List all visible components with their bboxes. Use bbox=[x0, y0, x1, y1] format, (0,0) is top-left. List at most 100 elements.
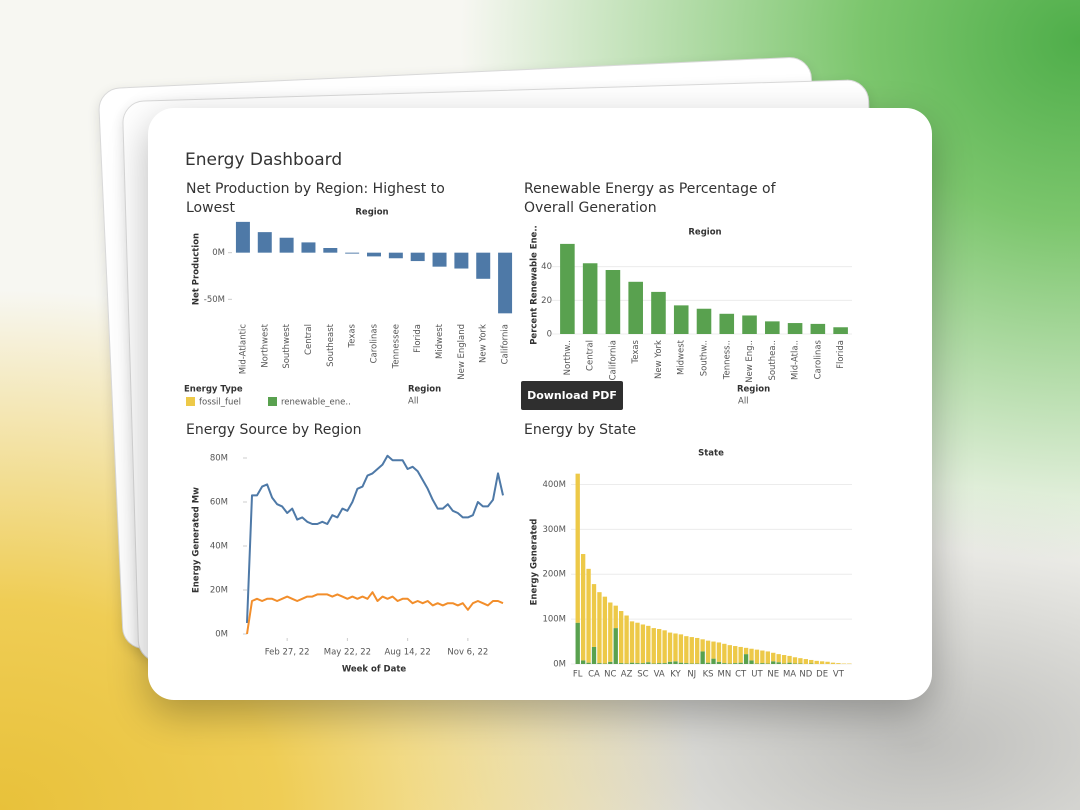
bar bbox=[696, 308, 712, 334]
bar-segment bbox=[689, 637, 694, 664]
x-tick-label: DE bbox=[816, 670, 828, 680]
chart-title: Energy Source by Region bbox=[186, 422, 362, 438]
x-tick-label: NE bbox=[767, 670, 779, 680]
x-tick-label: Mid-Atla.. bbox=[791, 340, 801, 380]
bar-segment bbox=[814, 660, 819, 664]
bar-segment bbox=[738, 646, 743, 663]
x-tick-label: CT bbox=[735, 670, 747, 680]
filter-value[interactable]: All bbox=[738, 397, 749, 407]
bar-segment bbox=[776, 654, 781, 663]
y-tick-label: 400M bbox=[542, 480, 566, 490]
y-tick-label: 0M bbox=[212, 248, 225, 258]
x-tick-label: Midwest bbox=[435, 323, 445, 359]
bar-segment bbox=[575, 473, 580, 623]
bar-segment bbox=[586, 662, 591, 664]
y-tick-label: 0M bbox=[215, 630, 228, 640]
x-tick-label: Florida bbox=[836, 340, 846, 369]
bar bbox=[628, 281, 643, 334]
bar-segment bbox=[711, 658, 716, 664]
y-tick-label: 80M bbox=[210, 454, 228, 464]
y-tick-label: 40 bbox=[541, 262, 552, 272]
y-tick-label: 0 bbox=[547, 330, 552, 340]
x-tick-label: May 22, 22 bbox=[324, 648, 371, 658]
bar bbox=[454, 252, 469, 269]
filter-value[interactable]: All bbox=[408, 397, 419, 407]
y-tick-label: 200M bbox=[542, 570, 566, 580]
bar-segment bbox=[830, 662, 836, 664]
x-tick-label: SC bbox=[637, 670, 648, 680]
x-tick-label: CA bbox=[588, 670, 600, 680]
bar-segment bbox=[667, 661, 673, 664]
x-tick-label: MN bbox=[718, 670, 732, 680]
bar-segment bbox=[754, 649, 760, 664]
bar-segment bbox=[705, 662, 711, 664]
bar-segment bbox=[640, 663, 646, 664]
x-tick-label: VA bbox=[654, 670, 665, 680]
x-tick-label: Central bbox=[586, 340, 596, 371]
x-axis-title: Week of Date bbox=[342, 665, 407, 675]
chart-title: Renewable Energy as Percentage of Overal… bbox=[524, 181, 776, 216]
download-button-label[interactable]: Download PDF bbox=[527, 389, 617, 402]
y-tick-label: 100M bbox=[542, 615, 566, 625]
bar-segment bbox=[597, 592, 602, 664]
bar-segment bbox=[836, 663, 841, 664]
bar-segment bbox=[629, 621, 635, 663]
x-tick-label: Northw.. bbox=[563, 340, 573, 375]
y-axis-title: Net Production bbox=[192, 233, 202, 305]
bar-segment bbox=[646, 625, 651, 663]
bar-segment bbox=[733, 646, 738, 664]
bar-segment bbox=[743, 647, 749, 655]
bar bbox=[367, 252, 381, 257]
download-button[interactable] bbox=[521, 381, 623, 410]
x-tick-label: Carolinas bbox=[370, 323, 380, 363]
x-tick-label: Aug 14, 22 bbox=[384, 648, 430, 658]
x-tick-label: Mid-Atlantic bbox=[238, 324, 248, 375]
bar-segment bbox=[792, 657, 798, 664]
bar-segment bbox=[771, 652, 776, 662]
bar bbox=[345, 252, 360, 254]
bar-segment bbox=[657, 663, 662, 664]
x-tick-label: Carolinas bbox=[813, 339, 823, 379]
y-tick-label: 20M bbox=[210, 586, 228, 596]
bar-segment bbox=[771, 661, 776, 664]
bar-segment bbox=[765, 651, 770, 664]
x-tick-label: Feb 27, 22 bbox=[265, 648, 310, 658]
bar-segment bbox=[624, 615, 629, 664]
bar-segment bbox=[608, 661, 613, 664]
bar-segment bbox=[760, 663, 765, 664]
bar-segment bbox=[629, 662, 635, 664]
bar-segment bbox=[776, 662, 781, 664]
bar-segment bbox=[738, 662, 743, 664]
y-axis-title: Energy Generated Mw bbox=[192, 487, 202, 593]
bar bbox=[833, 327, 848, 334]
bar-segment bbox=[716, 661, 722, 664]
bar-segment bbox=[673, 633, 678, 662]
dashboard-title: Energy Dashboard bbox=[185, 150, 343, 170]
bar-segment bbox=[700, 639, 705, 652]
bar-segment bbox=[662, 663, 667, 664]
bar bbox=[323, 248, 338, 253]
x-tick-label: Midwest bbox=[677, 339, 687, 375]
bar-segment bbox=[678, 662, 684, 664]
x-tick-label: KY bbox=[670, 670, 681, 680]
bar-segment bbox=[700, 651, 705, 664]
x-tick-label: Southwest bbox=[282, 323, 292, 368]
bar-segment bbox=[760, 650, 765, 664]
y-tick-label: 0M bbox=[553, 660, 566, 670]
bar-segment bbox=[749, 660, 754, 664]
x-tick-label: New England bbox=[457, 324, 467, 380]
bar bbox=[651, 291, 666, 334]
x-tick-label: California bbox=[608, 340, 618, 380]
bar-segment bbox=[657, 628, 662, 664]
filter-label: Region bbox=[408, 385, 441, 395]
bar bbox=[476, 252, 491, 279]
x-tick-label: Southw.. bbox=[700, 340, 710, 376]
bar-segment bbox=[733, 663, 738, 664]
bar-segment bbox=[597, 663, 602, 664]
chart-title: Net Production by Region: Highest to Low… bbox=[186, 181, 445, 216]
x-axis-title: Region bbox=[355, 208, 388, 218]
x-tick-label: New York bbox=[654, 340, 664, 379]
x-tick-label: Southea.. bbox=[768, 340, 778, 381]
x-tick-label: Northwest bbox=[260, 323, 270, 367]
